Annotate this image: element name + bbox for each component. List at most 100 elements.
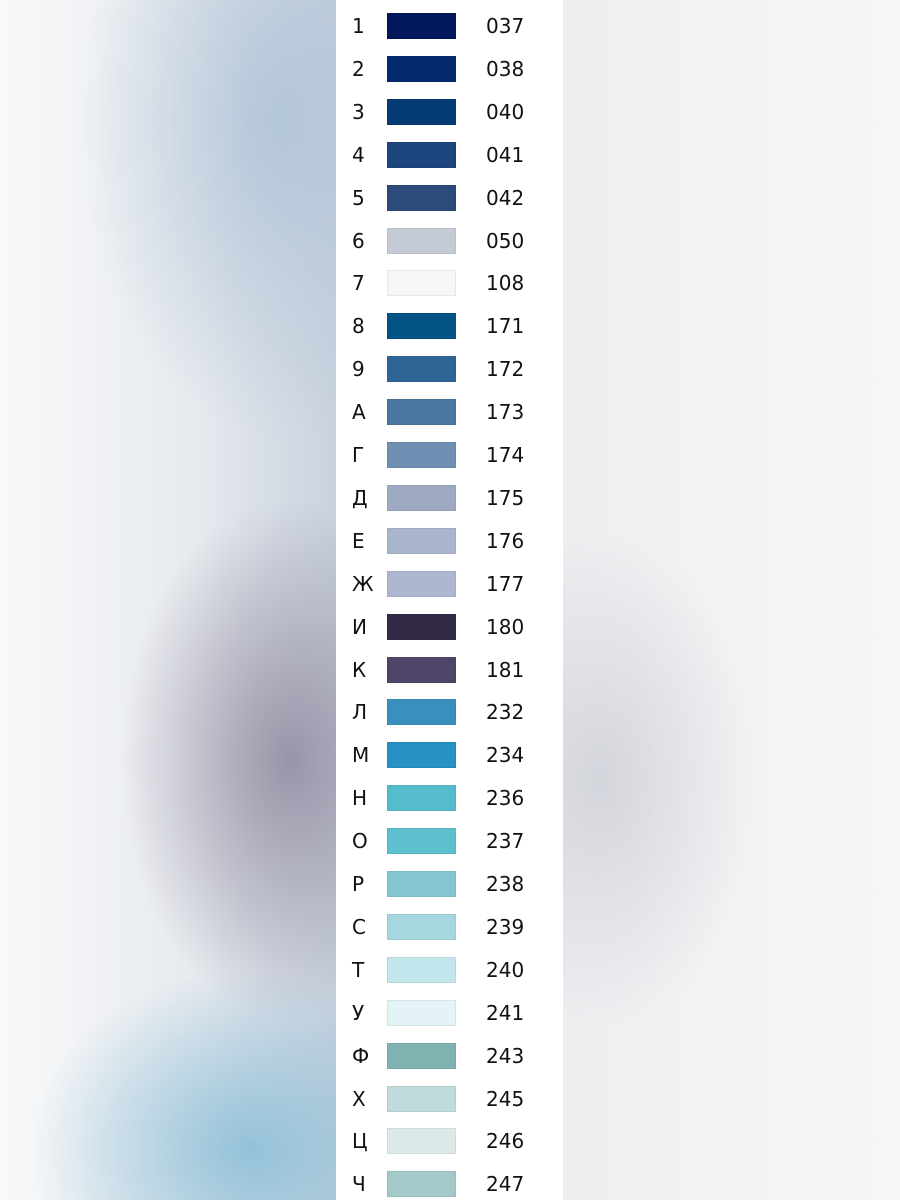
color-swatch bbox=[387, 656, 456, 683]
legend-symbol: Ф bbox=[352, 1043, 370, 1068]
legend-row: 3 040 bbox=[336, 98, 563, 125]
legend-symbol: Ц bbox=[352, 1129, 368, 1154]
legend-symbol: 2 bbox=[352, 56, 365, 81]
legend-row: К 181 bbox=[336, 656, 563, 683]
thread-code: 040 bbox=[486, 99, 525, 124]
color-swatch bbox=[387, 956, 456, 983]
legend-row: Ж 177 bbox=[336, 570, 563, 597]
thread-code: 175 bbox=[486, 485, 525, 510]
color-swatch bbox=[387, 828, 456, 855]
legend-symbol: С bbox=[352, 914, 366, 939]
color-swatch bbox=[387, 742, 456, 769]
thread-code: 042 bbox=[486, 185, 525, 210]
color-swatch bbox=[387, 785, 456, 812]
legend-symbol: 9 bbox=[352, 357, 365, 382]
legend-symbol: К bbox=[352, 657, 367, 682]
color-swatch bbox=[387, 999, 456, 1026]
thread-code: 180 bbox=[486, 614, 525, 639]
thread-code: 108 bbox=[486, 271, 525, 296]
legend-row: 9 172 bbox=[336, 356, 563, 383]
legend-row: У 241 bbox=[336, 999, 563, 1026]
legend-row: 5 042 bbox=[336, 184, 563, 211]
thread-code: 238 bbox=[486, 872, 525, 896]
thread-code: 041 bbox=[486, 142, 525, 167]
legend-symbol: А bbox=[352, 400, 366, 425]
thread-code: 241 bbox=[486, 1000, 525, 1025]
legend-row: 2 038 bbox=[336, 55, 563, 82]
color-swatch bbox=[387, 55, 456, 82]
legend-symbol: 8 bbox=[352, 314, 365, 339]
legend-row: Н 236 bbox=[336, 785, 563, 812]
color-swatch bbox=[387, 399, 456, 426]
thread-code: 240 bbox=[486, 957, 525, 982]
color-swatch bbox=[387, 356, 456, 383]
color-swatch bbox=[387, 527, 456, 554]
color-swatch bbox=[387, 270, 456, 297]
thread-code: 237 bbox=[486, 829, 525, 854]
legend-symbol: Г bbox=[352, 443, 365, 467]
thread-code: 038 bbox=[486, 56, 525, 81]
legend-row: Т 240 bbox=[336, 956, 563, 983]
color-swatch bbox=[387, 13, 456, 39]
thread-code: 245 bbox=[486, 1086, 525, 1111]
thread-code: 174 bbox=[486, 443, 525, 467]
legend-row: 4 041 bbox=[336, 141, 563, 168]
legend-row: Л 232 bbox=[336, 699, 563, 726]
color-swatch bbox=[387, 227, 456, 254]
color-swatch bbox=[387, 184, 456, 211]
thread-code: 171 bbox=[486, 314, 525, 339]
color-swatch bbox=[387, 699, 456, 726]
thread-code: 176 bbox=[486, 528, 525, 553]
legend-symbol: Д bbox=[352, 485, 368, 510]
color-swatch bbox=[387, 141, 456, 168]
thread-code: 050 bbox=[486, 228, 525, 253]
legend-symbol: Ж bbox=[352, 571, 374, 596]
color-swatch bbox=[387, 442, 456, 468]
thread-code: 236 bbox=[486, 786, 525, 811]
legend-symbol: 4 bbox=[352, 142, 365, 167]
color-swatch bbox=[387, 613, 456, 640]
thread-code: 177 bbox=[486, 571, 525, 596]
color-swatch bbox=[387, 913, 456, 940]
legend-symbol: 7 bbox=[352, 271, 365, 296]
legend-symbol: Р bbox=[352, 872, 365, 896]
thread-code: 172 bbox=[486, 357, 525, 382]
legend-symbol: Л bbox=[352, 700, 368, 725]
color-swatch bbox=[387, 570, 456, 597]
legend-row: И 180 bbox=[336, 613, 563, 640]
legend-symbol: И bbox=[352, 614, 367, 639]
color-legend-panel: 1 037 2 038 3 040 4 041 5 042 6 050 7 108 8 171 9 172 А 173… bbox=[336, 0, 563, 1200]
legend-row: Г 174 bbox=[336, 442, 563, 468]
legend-symbol: 3 bbox=[352, 99, 365, 124]
thread-code: 173 bbox=[486, 400, 525, 425]
color-swatch bbox=[387, 98, 456, 125]
legend-symbol: Т bbox=[352, 957, 365, 982]
thread-code: 232 bbox=[486, 700, 525, 725]
legend-row: Ц 246 bbox=[336, 1128, 563, 1155]
color-swatch bbox=[387, 871, 456, 897]
legend-symbol: О bbox=[352, 829, 368, 854]
thread-code: 246 bbox=[486, 1129, 525, 1154]
legend-symbol: 5 bbox=[352, 185, 365, 210]
color-swatch bbox=[387, 313, 456, 340]
legend-symbol: Е bbox=[352, 528, 365, 553]
thread-code: 181 bbox=[486, 657, 525, 682]
thread-code: 239 bbox=[486, 914, 525, 939]
legend-row: 7 108 bbox=[336, 270, 563, 297]
legend-symbol: М bbox=[352, 743, 370, 768]
legend-row: Р 238 bbox=[336, 871, 563, 897]
thread-code: 243 bbox=[486, 1043, 525, 1068]
legend-row: 8 171 bbox=[336, 313, 563, 340]
legend-symbol: 6 bbox=[352, 228, 365, 253]
legend-row: 6 050 bbox=[336, 227, 563, 254]
legend-row: Ч 247 bbox=[336, 1171, 563, 1198]
legend-row: С 239 bbox=[336, 913, 563, 940]
legend-row: Е 176 bbox=[336, 527, 563, 554]
legend-symbol: Н bbox=[352, 786, 368, 811]
legend-row: А 173 bbox=[336, 399, 563, 426]
color-swatch bbox=[387, 1171, 456, 1198]
legend-row: Ф 243 bbox=[336, 1042, 563, 1069]
legend-row: 1 037 bbox=[336, 13, 563, 39]
legend-symbol: Х bbox=[352, 1086, 366, 1111]
color-swatch bbox=[387, 484, 456, 511]
